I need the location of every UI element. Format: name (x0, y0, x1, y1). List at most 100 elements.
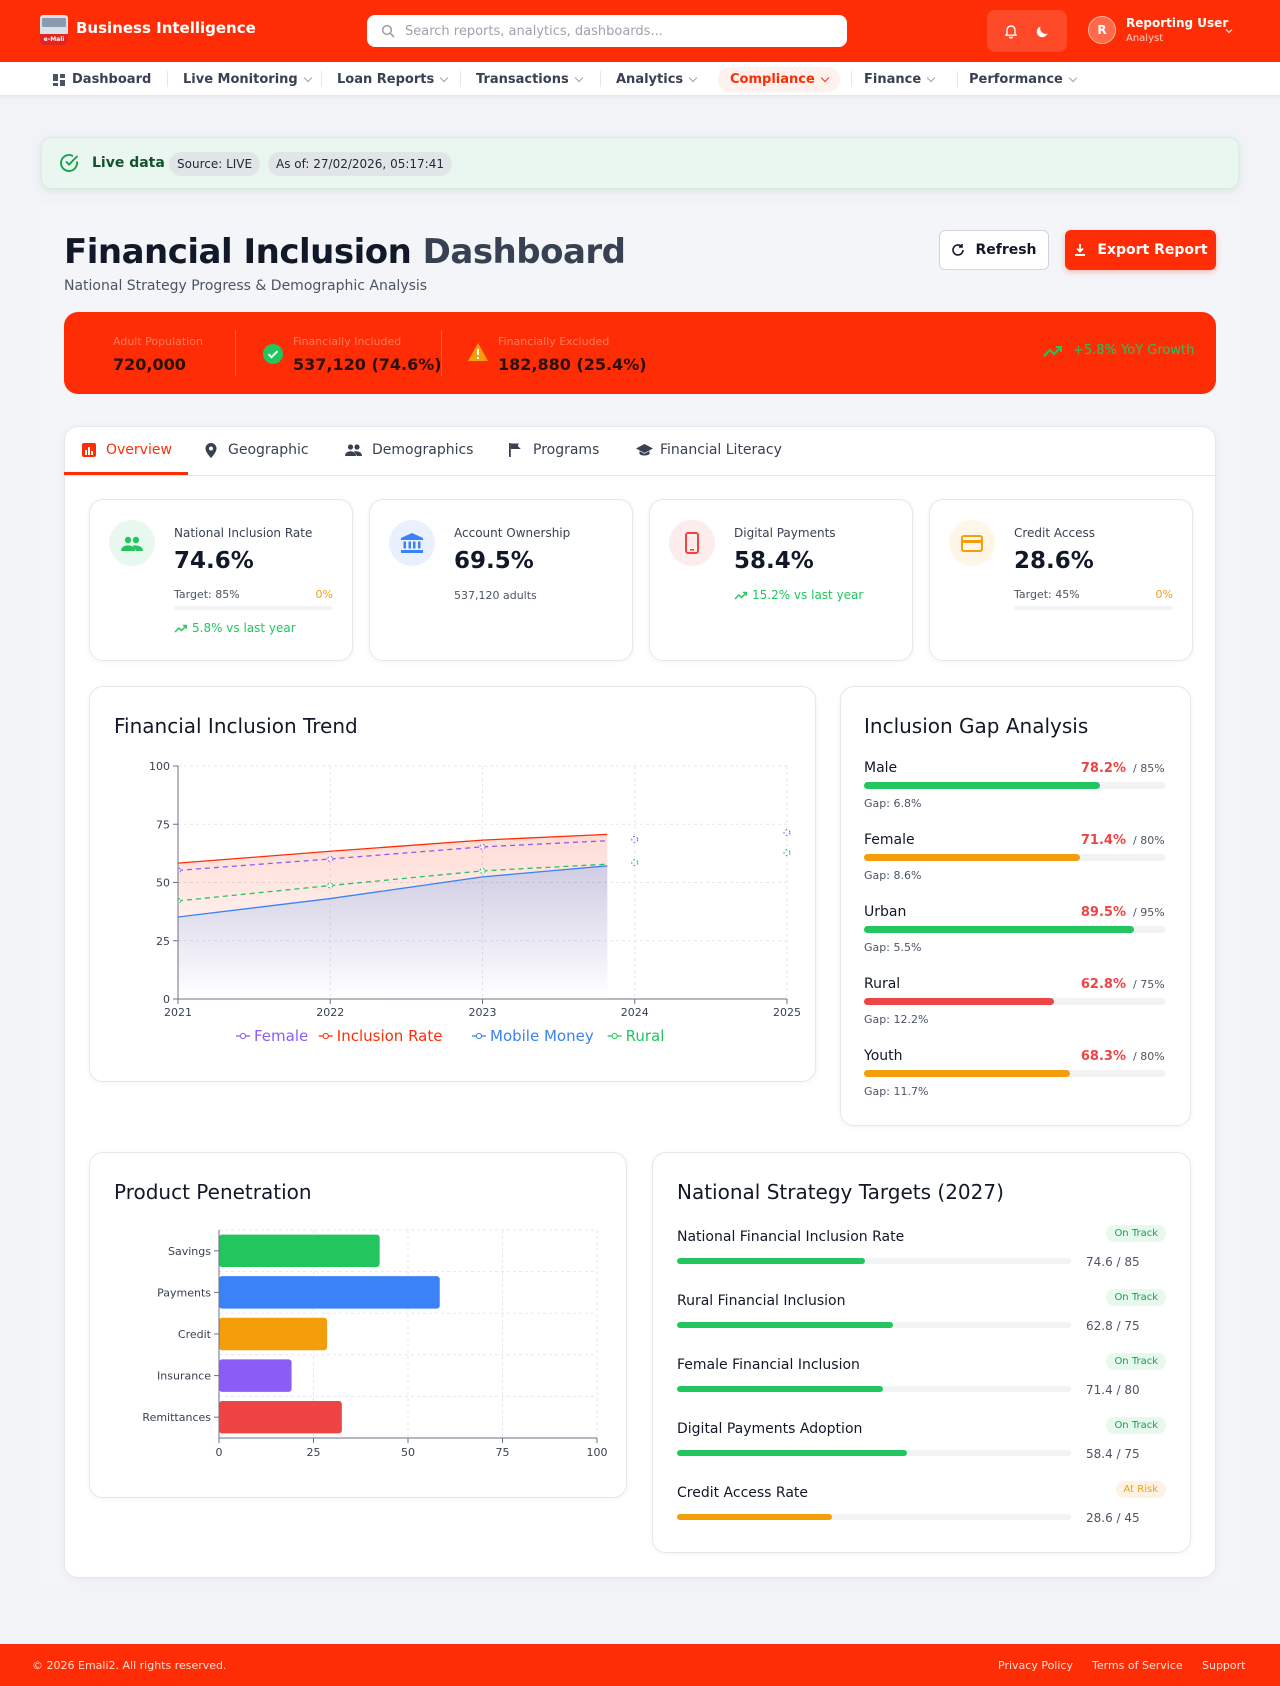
check-circle-icon (60, 154, 78, 172)
nav-label: Compliance (730, 72, 815, 87)
user-menu[interactable]: R Reporting User Analyst (1088, 16, 1233, 44)
financially-excluded-value: 182,880 (25.4%) (498, 355, 647, 374)
target-progress-bar (677, 1258, 1071, 1264)
gap-row-name: Female (864, 832, 915, 848)
kpi-card-account-ownership: Account Ownership 69.5% 537,120 adults (369, 499, 633, 661)
product-penetration-card (89, 1152, 627, 1498)
chevron-down-icon (574, 73, 583, 82)
gap-row-name: Youth (864, 1048, 903, 1064)
chevron-down-icon (1068, 73, 1078, 82)
kpi-progress-bar (174, 606, 332, 610)
nav-label: Finance (864, 72, 922, 87)
yoy-growth: +5.8% YoY Growth (1043, 343, 1194, 358)
gap-analysis-card (840, 686, 1191, 1126)
x-tick-label: 2025 (773, 1006, 801, 1019)
map-pin-icon (205, 442, 217, 458)
footer: © 2026 Emali2. All rights reserved. Priv… (0, 1644, 1280, 1686)
kpi-value: 69.5% (454, 548, 534, 574)
target-row-value: 62.8 / 75 (1086, 1319, 1140, 1333)
y-tick-label: Remittances (142, 1411, 211, 1424)
support-link[interactable]: Support (1202, 1659, 1246, 1672)
page-title-a: Financial Inclusion (64, 232, 412, 272)
app-logo[interactable]: e-Mali (40, 15, 68, 45)
legend-marker (475, 1032, 483, 1040)
legend-marker (322, 1032, 329, 1040)
inclusion-rate-line (178, 833, 608, 864)
nav-item-transactions[interactable]: Transactions (464, 67, 594, 92)
kpi-value: 58.4% (734, 548, 814, 574)
target-progress-bar (677, 1386, 1071, 1392)
people-icon (109, 520, 155, 566)
mobile-money-area (178, 865, 608, 999)
card-icon (949, 520, 995, 566)
gap-row-note: Gap: 11.7% (864, 1085, 929, 1098)
kpi-progress-percent: 0% (315, 588, 333, 601)
gap-row-note: Gap: 6.8% (864, 797, 922, 810)
female-point (327, 855, 334, 862)
target-row-name: Credit Access Rate (677, 1485, 809, 1501)
gap-row-target: / 80% (1133, 834, 1165, 847)
kpi-progress-bar (1014, 606, 1172, 610)
privacy-policy-link[interactable]: Privacy Policy (998, 1659, 1073, 1672)
copyright: © 2026 Emali2. All rights reserved. (32, 1659, 227, 1672)
female-line (178, 840, 608, 872)
x-tick-label: 100 (587, 1446, 608, 1459)
nav-item-dashboard[interactable]: Dashboard (40, 67, 163, 92)
trending-up-icon (174, 624, 187, 632)
search-icon (381, 24, 395, 38)
target-row-name: National Financial Inclusion Rate (677, 1229, 905, 1245)
y-tick-label: 0 (163, 993, 170, 1006)
tab-demographics[interactable]: Demographics (345, 439, 473, 461)
gap-progress-fill (864, 998, 1054, 1005)
y-tick-label: Payments (157, 1286, 211, 1299)
target-progress-fill (677, 1514, 832, 1520)
y-tick-label: Insurance (157, 1370, 211, 1383)
header-icon-group (987, 10, 1067, 52)
nav-item-loan-reports[interactable]: Loan Reports (325, 67, 459, 92)
nav-item-compliance[interactable]: Compliance (718, 67, 840, 92)
gap-row-value: 89.5% (1080, 905, 1126, 920)
search-box[interactable] (367, 15, 847, 47)
gap-progress-fill (864, 782, 1101, 789)
gap-row-name: Rural (864, 976, 901, 992)
tab-overview[interactable]: Overview (82, 439, 172, 461)
nav-item-performance[interactable]: Performance (957, 67, 1088, 92)
tab-programs[interactable]: Programs (509, 439, 599, 461)
nav-item-live-monitoring[interactable]: Live Monitoring (171, 67, 323, 92)
gap-progress-bar (864, 854, 1166, 861)
search-input[interactable] (405, 23, 825, 39)
bell-icon[interactable] (1003, 23, 1019, 39)
x-tick-label: 2022 (316, 1006, 344, 1019)
chevron-down-icon (688, 73, 698, 82)
tab-geographic[interactable]: Geographic (205, 439, 309, 461)
tab-financial-literacy[interactable]: Financial Literacy (636, 439, 782, 461)
rural-point (479, 867, 486, 874)
rural-point (631, 859, 639, 867)
status-badge: On Track (1106, 1417, 1166, 1434)
page-title: Financial Inclusion Dashboard (64, 232, 626, 272)
x-tick-label: 50 (401, 1446, 415, 1459)
x-tick-label: 2023 (469, 1006, 497, 1019)
gap-progress-bar (864, 1070, 1166, 1077)
gap-analysis-title: Inclusion Gap Analysis (864, 714, 1089, 738)
target-row-name: Female Financial Inclusion (677, 1357, 860, 1373)
active-tab-indicator (64, 472, 188, 475)
warning-icon (468, 343, 488, 361)
growth-text: +5.8% YoY Growth (1073, 343, 1195, 358)
main-nav: Dashboard Live Monitoring Loan Reports T… (0, 62, 1280, 96)
nav-item-analytics[interactable]: Analytics (604, 67, 708, 92)
gap-row-name: Urban (864, 904, 907, 920)
kpi-progress-percent: 0% (1155, 588, 1173, 601)
top-bar: e-Mali Business Intelligence R Reporting… (0, 0, 1280, 62)
kpi-value: 28.6% (1014, 548, 1094, 574)
gap-row-note: Gap: 8.6% (864, 869, 922, 882)
terms-of-service-link[interactable]: Terms of Service (1092, 1659, 1183, 1672)
app-brand[interactable]: Business Intelligence (76, 19, 256, 37)
nav-label: Loan Reports (337, 72, 435, 87)
export-report-button[interactable]: Export Report (1065, 230, 1216, 270)
nav-item-finance[interactable]: Finance (852, 67, 946, 92)
grid-icon (53, 73, 65, 86)
moon-icon[interactable] (1035, 23, 1051, 39)
refresh-button[interactable]: Refresh (939, 230, 1049, 270)
kpi-growth: 15.2% vs last year (734, 588, 863, 602)
